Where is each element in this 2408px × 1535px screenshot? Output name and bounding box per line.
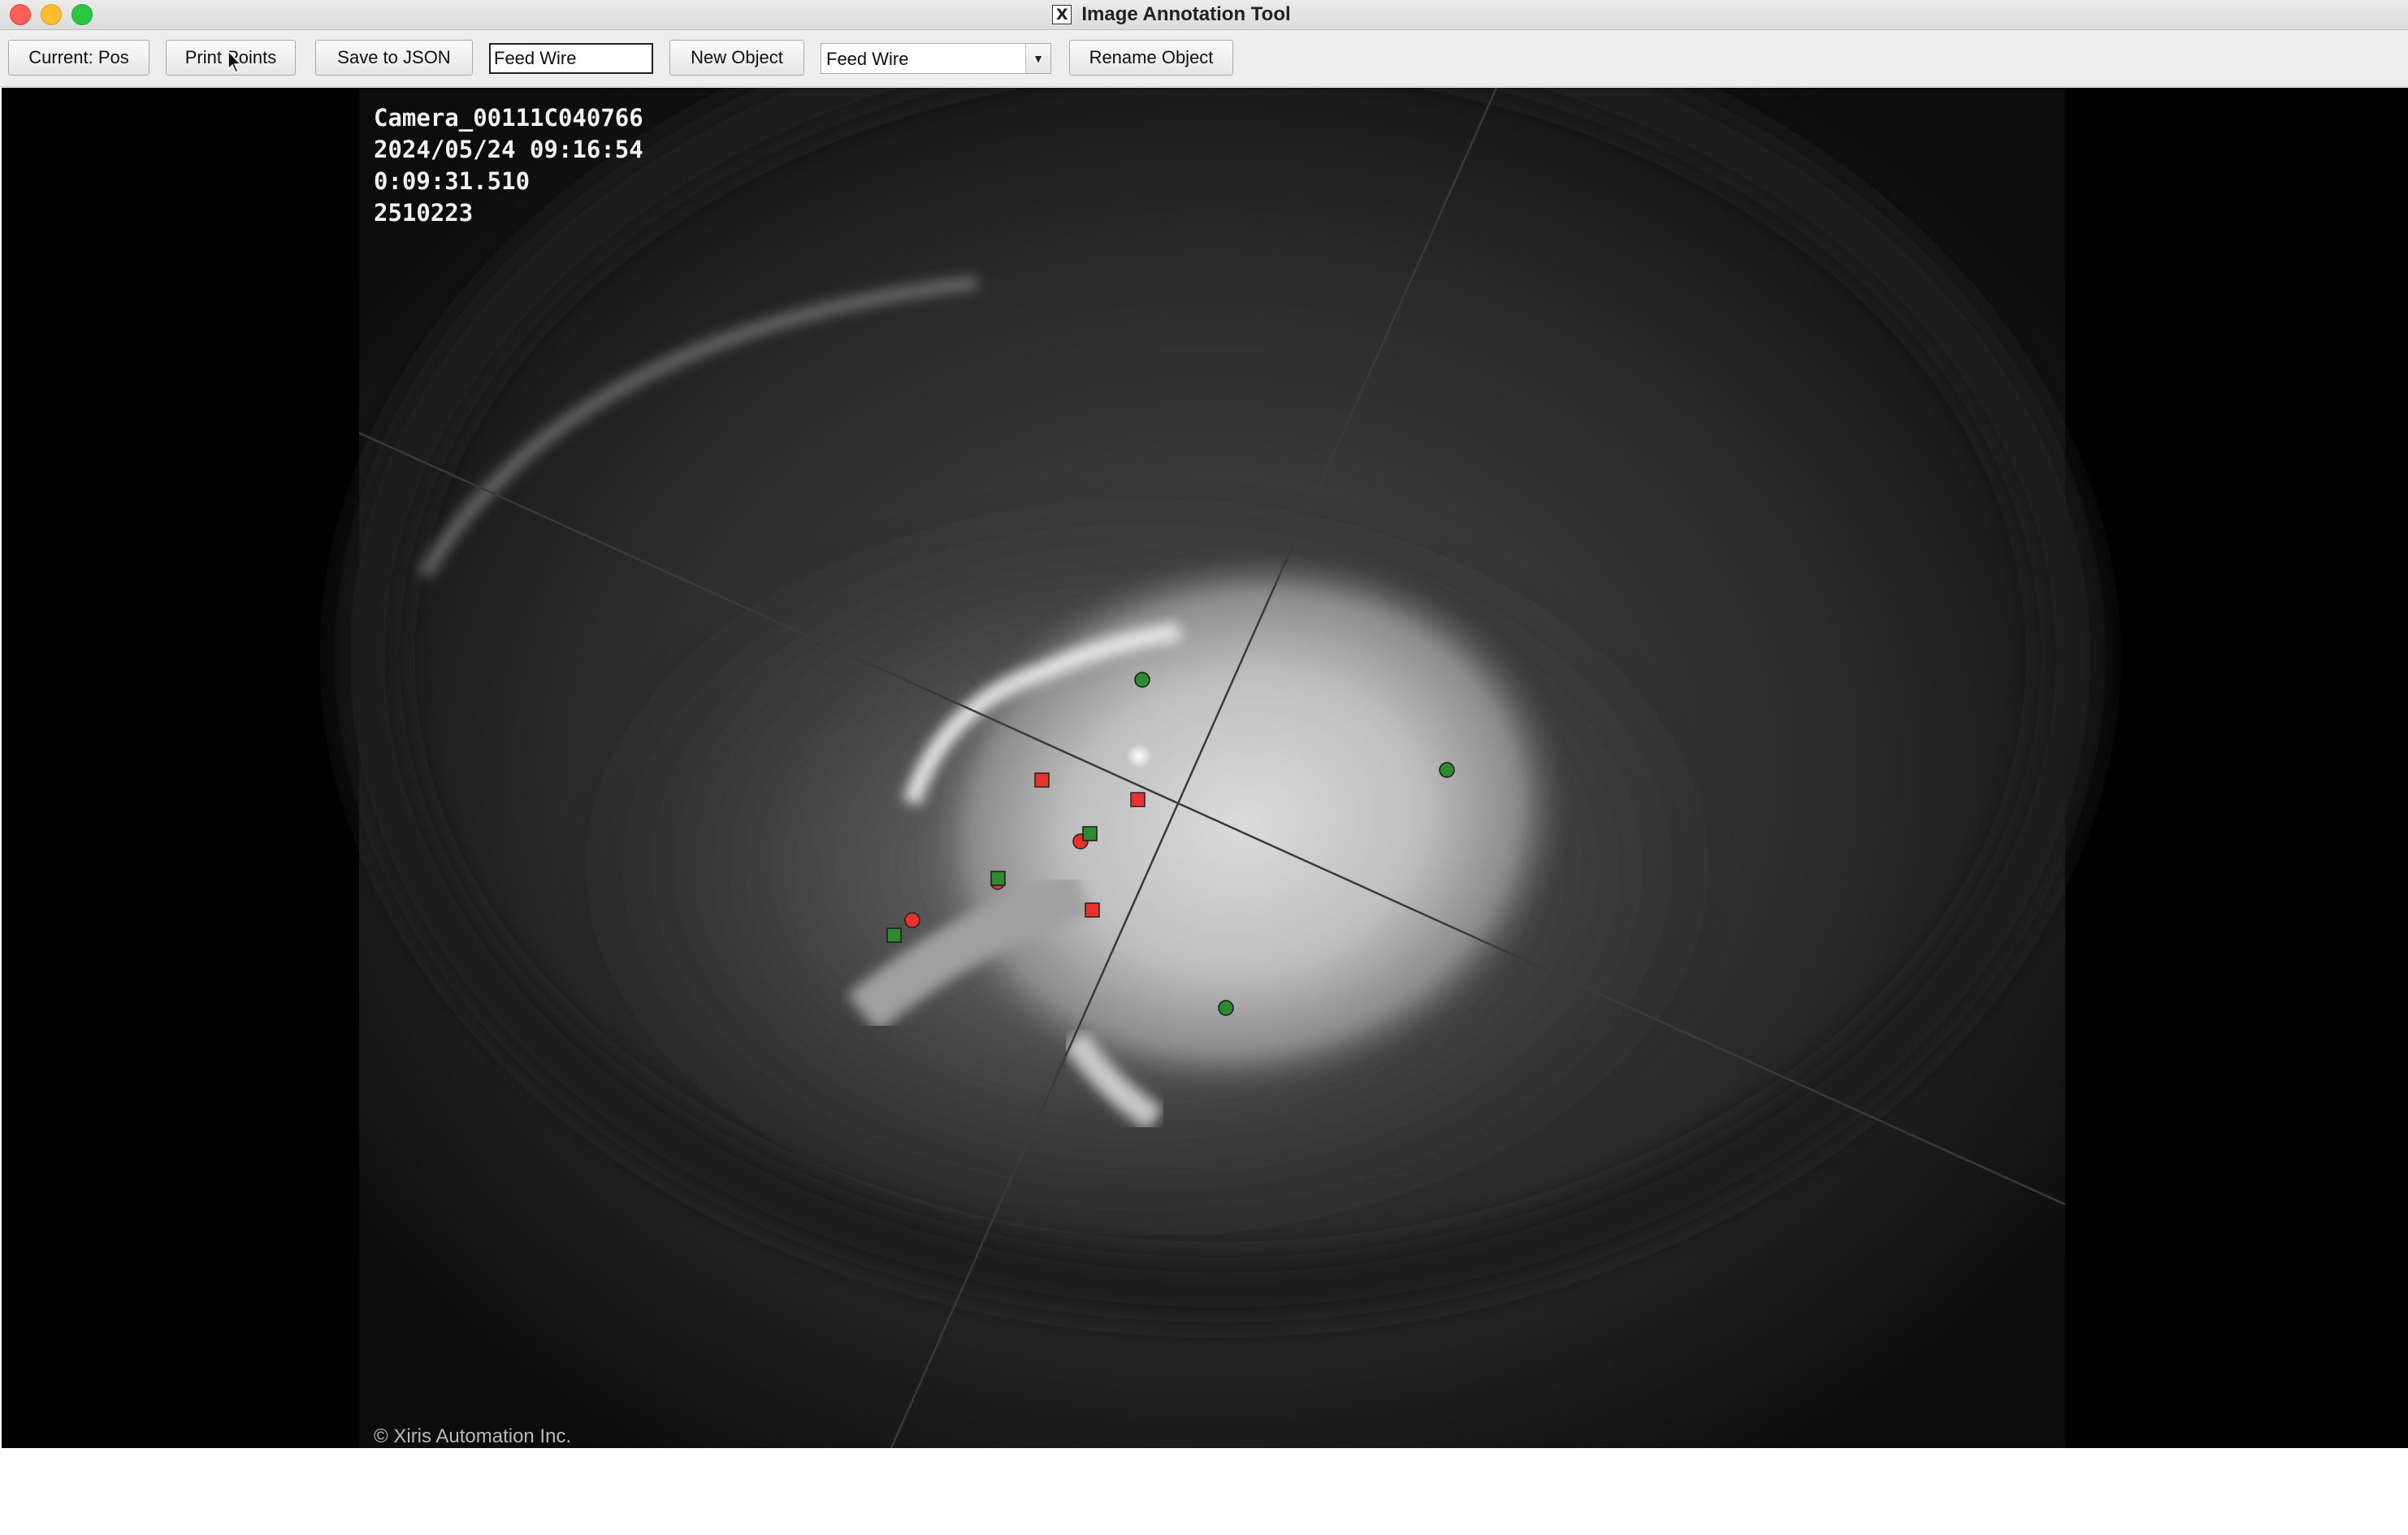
window-title: Image Annotation Tool [1081, 3, 1291, 25]
x11-icon: X [1052, 5, 1072, 24]
red-square-marker[interactable] [1130, 792, 1146, 807]
close-window-button[interactable] [10, 4, 31, 25]
frame-number: 2510223 [374, 199, 474, 227]
status-area [0, 1448, 2408, 1535]
camera-id: Camera_00111C040766 [374, 104, 643, 132]
rename-object-button[interactable]: Rename Object [1069, 40, 1233, 76]
vertical-guide-line [890, 88, 1498, 1448]
red-square-marker[interactable] [1034, 772, 1050, 788]
green-square-marker[interactable] [1082, 826, 1098, 841]
mouse-pointer-icon [227, 50, 242, 73]
red-square-marker[interactable] [1085, 902, 1100, 918]
camera-info-overlay: Camera_00111C040766 2024/05/24 09:16:54 … [374, 102, 643, 229]
toolbar: Current: Pos Print Points Save to JSON N… [0, 30, 2408, 87]
image-canvas[interactable]: Camera_00111C040766 2024/05/24 09:16:54 … [2, 88, 2408, 1448]
elapsed-time: 0:09:31.510 [374, 167, 531, 195]
object-select-value: Feed Wire [826, 49, 909, 69]
save-to-json-button[interactable]: Save to JSON [315, 40, 473, 76]
chevron-down-icon[interactable]: ▼ [1025, 44, 1050, 73]
new-object-button[interactable]: New Object [669, 40, 804, 76]
copyright-text: © Xiris Automation Inc. [374, 1425, 572, 1447]
red-circle-marker[interactable] [904, 912, 920, 928]
title-bar: X Image Annotation Tool [0, 0, 2408, 30]
capture-datetime: 2024/05/24 09:16:54 [374, 136, 643, 163]
green-circle-marker[interactable] [1439, 762, 1455, 778]
current-pos-button[interactable]: Current: Pos [8, 40, 149, 76]
horizontal-guide-line [358, 431, 2066, 1206]
window-title-wrap: X Image Annotation Tool [0, 0, 2408, 29]
object-name-input[interactable] [489, 43, 653, 74]
camera-frame [335, 88, 2106, 1448]
green-square-marker[interactable] [886, 927, 902, 943]
object-select[interactable]: Feed Wire ▼ [821, 43, 1051, 74]
green-square-marker[interactable] [990, 871, 1006, 886]
green-circle-marker[interactable] [1218, 1000, 1234, 1016]
green-circle-marker[interactable] [1134, 672, 1150, 688]
zoom-window-button[interactable] [71, 4, 93, 25]
minimize-window-button[interactable] [41, 4, 62, 25]
